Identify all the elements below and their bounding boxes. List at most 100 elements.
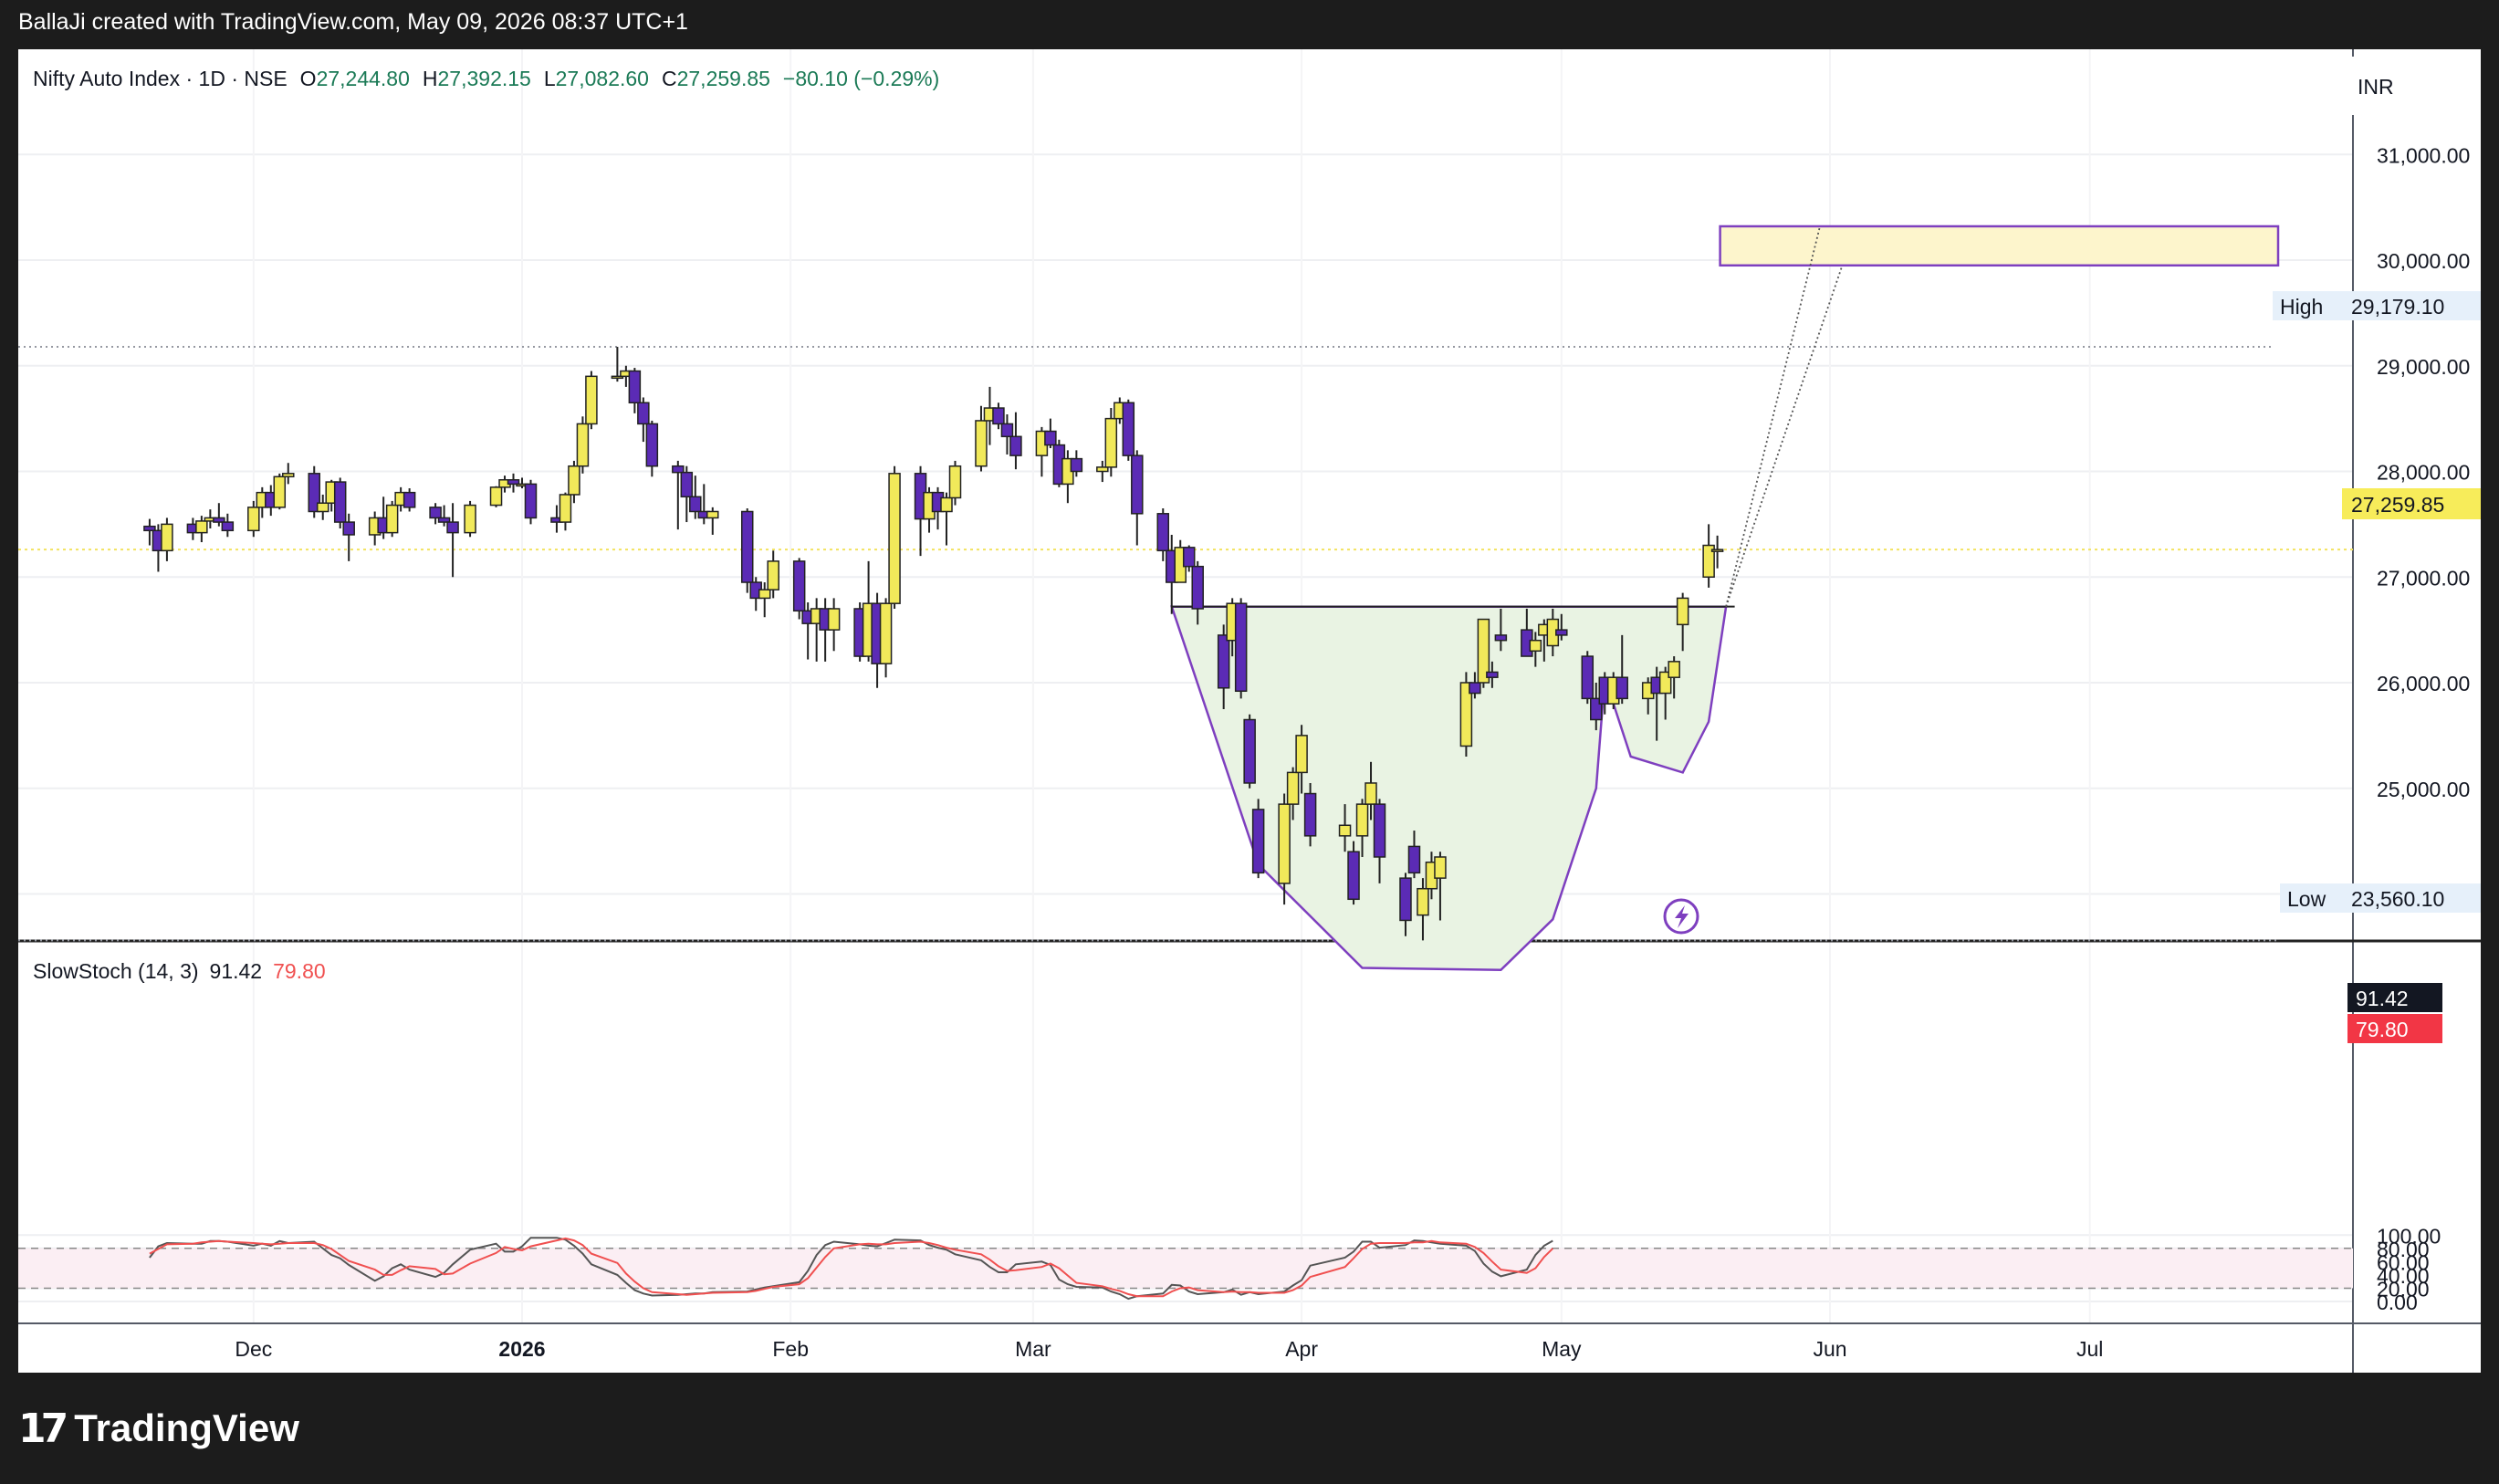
- candle[interactable]: [1710, 535, 1724, 569]
- candle[interactable]: [1546, 608, 1560, 657]
- candle[interactable]: [1234, 598, 1248, 699]
- candle[interactable]: [1191, 560, 1204, 625]
- candle[interactable]: [559, 492, 572, 531]
- candle-body: [1338, 824, 1352, 837]
- currency-badge[interactable]: [2337, 57, 2473, 115]
- candle[interactable]: [637, 397, 650, 443]
- chart-frame[interactable]: 24,000.0025,000.0026,000.0027,000.0028,0…: [18, 49, 2481, 1373]
- candle[interactable]: [1494, 608, 1508, 652]
- candle[interactable]: [1373, 799, 1386, 883]
- candle[interactable]: [524, 479, 538, 525]
- candle[interactable]: [827, 598, 841, 652]
- lightning-icon[interactable]: [1663, 898, 1699, 935]
- candle[interactable]: [689, 476, 702, 519]
- candle[interactable]: [767, 550, 779, 599]
- candle[interactable]: [316, 494, 329, 520]
- candle[interactable]: [680, 465, 694, 523]
- candle[interactable]: [628, 368, 642, 413]
- candle[interactable]: [611, 347, 624, 382]
- candle[interactable]: [1131, 450, 1144, 546]
- candle[interactable]: [429, 503, 442, 525]
- candle[interactable]: [1486, 661, 1499, 688]
- candle[interactable]: [403, 488, 416, 512]
- candle[interactable]: [1182, 545, 1196, 572]
- candle[interactable]: [437, 505, 451, 527]
- candle[interactable]: [1615, 634, 1628, 705]
- candle[interactable]: [143, 518, 156, 546]
- candle[interactable]: [1295, 725, 1308, 794]
- candle[interactable]: [247, 500, 260, 538]
- candle[interactable]: [1702, 524, 1715, 588]
- candle[interactable]: [1581, 651, 1595, 705]
- candle[interactable]: [672, 460, 685, 530]
- candle[interactable]: [585, 371, 598, 430]
- candle[interactable]: [1286, 767, 1300, 820]
- candle[interactable]: [1668, 656, 1680, 699]
- candle[interactable]: [1035, 426, 1049, 477]
- candle[interactable]: [282, 463, 295, 485]
- slow-stochastic-panel[interactable]: [18, 1237, 2353, 1301]
- candle[interactable]: [507, 473, 520, 493]
- candle[interactable]: [1399, 873, 1412, 936]
- candle[interactable]: [1434, 852, 1447, 921]
- candle[interactable]: [1070, 450, 1083, 477]
- candlestick-series[interactable]: [143, 347, 1724, 941]
- candle[interactable]: [1104, 408, 1118, 477]
- candle[interactable]: [308, 465, 320, 518]
- candle[interactable]: [992, 402, 1005, 430]
- candle[interactable]: [975, 405, 988, 472]
- candle[interactable]: [1251, 799, 1265, 879]
- candle[interactable]: [645, 420, 659, 477]
- candle[interactable]: [568, 460, 580, 504]
- candle[interactable]: [879, 598, 893, 678]
- candle[interactable]: [758, 582, 771, 618]
- candle[interactable]: [940, 492, 953, 546]
- candle[interactable]: [1009, 412, 1022, 470]
- candle[interactable]: [948, 460, 962, 506]
- candle[interactable]: [1469, 672, 1481, 699]
- candle[interactable]: [1477, 618, 1490, 688]
- candle[interactable]: [342, 513, 355, 561]
- candle[interactable]: [1278, 793, 1291, 905]
- candle[interactable]: [1355, 799, 1369, 857]
- candle-body: [1217, 634, 1230, 689]
- candle[interactable]: [792, 558, 806, 620]
- candle[interactable]: [273, 473, 287, 510]
- stoch-d-badge-bg: [2347, 1014, 2442, 1043]
- candle[interactable]: [1096, 460, 1109, 483]
- candle[interactable]: [1417, 878, 1429, 941]
- candle[interactable]: [333, 477, 347, 529]
- candle[interactable]: [446, 503, 459, 578]
- candle[interactable]: [1044, 418, 1057, 449]
- candle[interactable]: [464, 500, 476, 538]
- candle[interactable]: [385, 500, 399, 538]
- low-marker-bg: [2280, 883, 2481, 913]
- price-chart[interactable]: 24,000.0025,000.0026,000.0027,000.0028,0…: [18, 49, 2481, 1373]
- candle[interactable]: [740, 508, 754, 593]
- candle[interactable]: [489, 486, 503, 507]
- candle[interactable]: [1303, 782, 1317, 847]
- candle-body: [628, 370, 642, 404]
- candle[interactable]: [576, 416, 590, 474]
- candle[interactable]: [1122, 399, 1135, 461]
- candle[interactable]: [1243, 714, 1256, 789]
- candle[interactable]: [1529, 632, 1542, 667]
- candle[interactable]: [1338, 804, 1352, 852]
- candle[interactable]: [1407, 831, 1421, 879]
- candle-body: [429, 507, 442, 519]
- candle[interactable]: [1000, 413, 1014, 455]
- candle[interactable]: [1459, 672, 1473, 758]
- candle[interactable]: [161, 517, 173, 561]
- candle[interactable]: [706, 507, 719, 535]
- candle[interactable]: [1217, 624, 1230, 709]
- candle[interactable]: [1347, 841, 1360, 905]
- last-price-marker: 27,259.85: [2342, 488, 2481, 519]
- candle[interactable]: [1555, 613, 1568, 641]
- candle[interactable]: [1365, 761, 1377, 820]
- candle[interactable]: [213, 503, 225, 527]
- candle[interactable]: [221, 513, 235, 538]
- candle[interactable]: [1156, 508, 1170, 561]
- candle[interactable]: [888, 465, 901, 609]
- candle[interactable]: [1676, 592, 1689, 652]
- candle[interactable]: [195, 516, 208, 543]
